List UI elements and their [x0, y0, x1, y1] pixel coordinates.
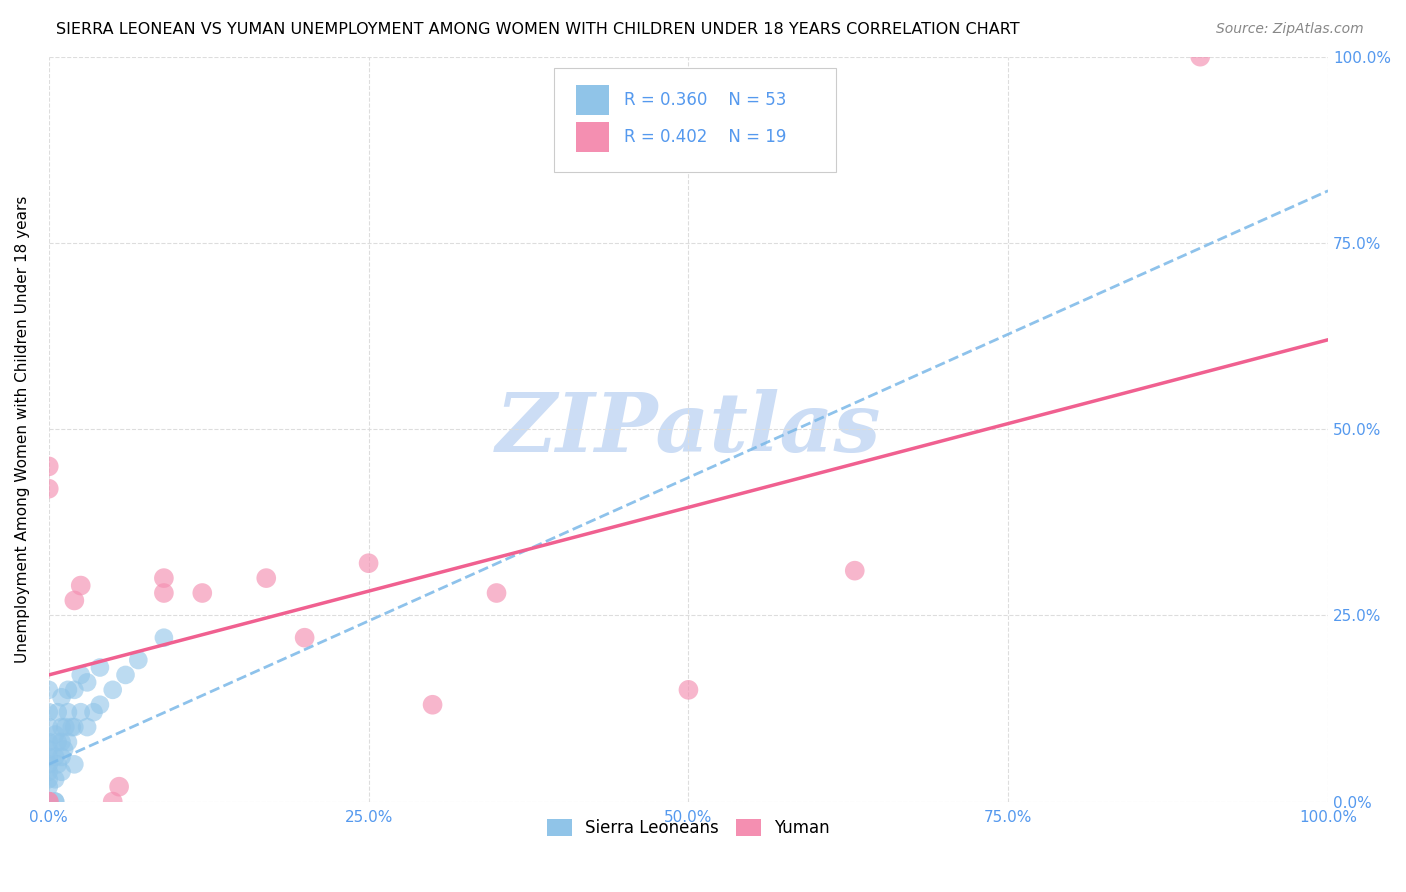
Point [127, 653, 149, 667]
Y-axis label: Unemployment Among Women with Children Under 18 years: Unemployment Among Women with Children U… [15, 195, 30, 663]
Point [56, 682, 79, 697]
Point [51, 764, 73, 779]
Point [101, 682, 124, 697]
Point [46, 757, 69, 772]
Point [38, 772, 60, 787]
Point [44, 795, 66, 809]
Point [38, 795, 60, 809]
Point [101, 795, 124, 809]
Point [38, 795, 60, 809]
Point [38, 682, 60, 697]
Point [44, 727, 66, 741]
Point [254, 571, 277, 585]
Legend: Sierra Leoneans, Yuman: Sierra Leoneans, Yuman [538, 811, 838, 846]
Point [153, 586, 176, 600]
Point [89, 698, 111, 712]
Point [38, 764, 60, 779]
Point [422, 698, 444, 712]
Point [38, 750, 60, 764]
FancyBboxPatch shape [554, 68, 835, 172]
Point [844, 564, 866, 578]
Point [51, 720, 73, 734]
Point [69, 705, 91, 719]
Text: R = 0.360    N = 53: R = 0.360 N = 53 [624, 91, 787, 109]
Point [89, 660, 111, 674]
Point [357, 556, 380, 570]
Text: R = 0.402    N = 19: R = 0.402 N = 19 [624, 128, 787, 146]
Point [153, 571, 176, 585]
Point [38, 795, 60, 809]
Point [38, 795, 60, 809]
Point [53, 742, 76, 756]
FancyBboxPatch shape [576, 122, 609, 152]
FancyBboxPatch shape [576, 85, 609, 115]
Text: SIERRA LEONEAN VS YUMAN UNEMPLOYMENT AMONG WOMEN WITH CHILDREN UNDER 18 YEARS CO: SIERRA LEONEAN VS YUMAN UNEMPLOYMENT AMO… [56, 22, 1019, 37]
Point [44, 772, 66, 787]
Point [51, 750, 73, 764]
Point [76, 675, 98, 690]
Point [38, 757, 60, 772]
Point [38, 795, 60, 809]
Point [55, 720, 77, 734]
Point [63, 720, 86, 734]
Text: Source: ZipAtlas.com: Source: ZipAtlas.com [1216, 22, 1364, 37]
Point [69, 668, 91, 682]
Point [678, 682, 700, 697]
Point [56, 705, 79, 719]
Point [38, 780, 60, 794]
Point [46, 705, 69, 719]
Point [51, 735, 73, 749]
Point [38, 795, 60, 809]
Point [38, 459, 60, 474]
Point [38, 482, 60, 496]
Point [38, 795, 60, 809]
Point [153, 631, 176, 645]
Point [51, 690, 73, 705]
Point [60, 720, 83, 734]
Point [38, 795, 60, 809]
Point [38, 795, 60, 809]
Point [63, 682, 86, 697]
Point [69, 578, 91, 592]
Point [38, 705, 60, 719]
Point [38, 720, 60, 734]
Point [38, 795, 60, 809]
Point [44, 750, 66, 764]
Point [108, 780, 131, 794]
Point [38, 742, 60, 756]
Point [1189, 50, 1212, 64]
Point [485, 586, 508, 600]
Point [114, 668, 136, 682]
Point [63, 593, 86, 607]
Point [56, 735, 79, 749]
Point [46, 735, 69, 749]
Text: ZIPatlas: ZIPatlas [496, 389, 882, 469]
Point [76, 720, 98, 734]
Point [44, 795, 66, 809]
Point [38, 735, 60, 749]
Point [191, 586, 214, 600]
Point [83, 705, 105, 719]
Point [294, 631, 316, 645]
Point [63, 757, 86, 772]
Point [38, 795, 60, 809]
Point [38, 795, 60, 809]
